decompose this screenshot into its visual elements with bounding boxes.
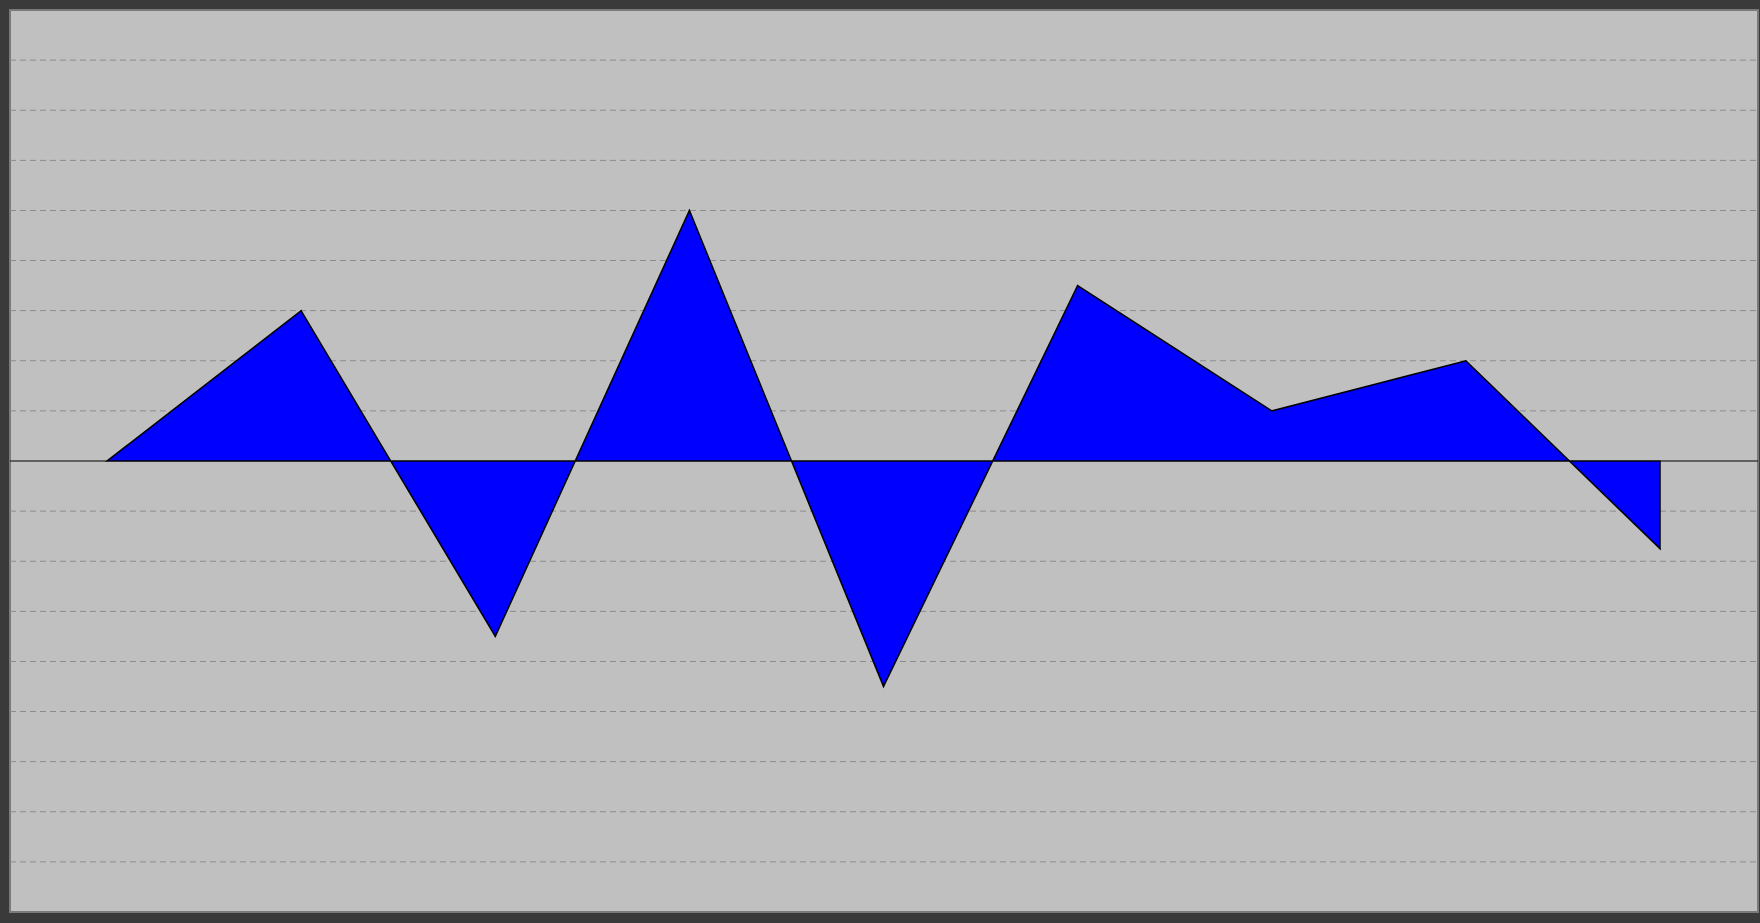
data-point xyxy=(688,209,691,212)
data-point xyxy=(1659,547,1661,550)
data-point xyxy=(1270,410,1273,412)
data-points xyxy=(106,209,1661,688)
data-point xyxy=(882,685,885,688)
data-point xyxy=(300,309,302,312)
data-point xyxy=(106,460,108,462)
data-point xyxy=(494,635,497,638)
data-point xyxy=(1076,284,1079,287)
area-series xyxy=(104,208,1661,689)
data-point xyxy=(1465,359,1467,362)
